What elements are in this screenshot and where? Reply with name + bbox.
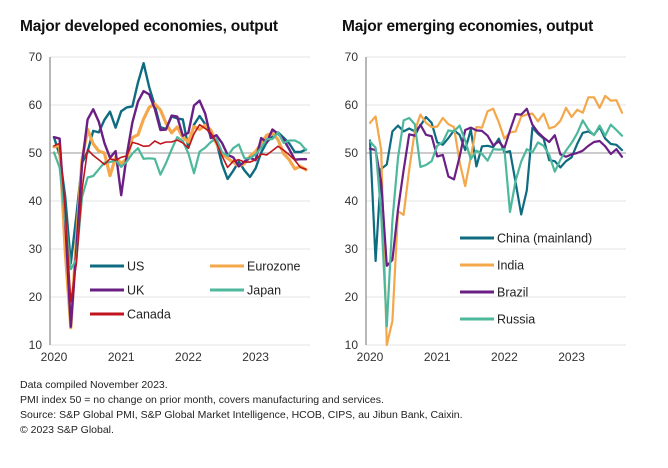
x-tick-label: 2021 (108, 350, 135, 364)
y-tick-label: 40 (29, 194, 43, 208)
y-tick-label: 30 (345, 242, 359, 256)
series-line-japan (52, 131, 308, 271)
footer-copyright: © 2023 S&P Global. (20, 424, 114, 436)
y-tick-label: 10 (345, 338, 359, 352)
legend: China (mainland) India Brazil Russia (460, 232, 592, 327)
legend-label: India (497, 259, 524, 273)
legend-label: Russia (497, 313, 535, 327)
x-tick-label: 2022 (175, 350, 202, 364)
legend-label: UK (127, 284, 145, 298)
x-tick-label: 2023 (242, 350, 269, 364)
y-tick-label: 10 (29, 338, 43, 352)
chart-title-emerging: Major emerging economies, output (342, 18, 594, 35)
series-line-canada (53, 123, 307, 303)
y-tick-label: 40 (345, 194, 359, 208)
series-line-india (368, 94, 624, 347)
y-tick-label: 70 (29, 50, 43, 64)
y-tick-label: 50 (29, 146, 43, 160)
series-line-us (52, 62, 308, 265)
legend-label: China (mainland) (497, 232, 592, 246)
chart-title-developed: Major developed economies, output (20, 18, 278, 35)
emerging-economies-chart: 10 20 30 40 50 60 70 2020 2021 2022 2023 China (mai… (345, 50, 626, 364)
legend-label: Canada (127, 308, 171, 322)
y-tick-label: 50 (345, 146, 359, 160)
y-tick-label: 60 (345, 98, 359, 112)
series-line-russia (368, 116, 624, 328)
y-tick-label: 70 (345, 50, 359, 64)
footer-source: Source: S&P Global PMI, S&P Global Marke… (20, 409, 463, 421)
developed-economies-chart: 10 20 30 40 50 60 70 2020 2021 2022 2023 US Eurozone… (29, 50, 310, 364)
x-tick-label: 2020 (357, 350, 384, 364)
y-tick-label: 30 (29, 242, 43, 256)
series-line-brazil (368, 107, 624, 267)
chart-footer: Data compiled November 2023. PMI index 5… (20, 378, 463, 438)
y-tick-label: 20 (345, 290, 359, 304)
x-tick-label: 2020 (41, 350, 68, 364)
legend-label: Japan (247, 284, 281, 298)
footer-data-compiled: Data compiled November 2023. (20, 379, 168, 391)
x-tick-label: 2023 (558, 350, 585, 364)
x-tick-label: 2022 (491, 350, 518, 364)
legend-label: Eurozone (247, 260, 301, 274)
x-tick-label: 2021 (424, 350, 451, 364)
series-line-uk (52, 89, 308, 328)
legend-label: US (127, 260, 144, 274)
y-tick-label: 60 (29, 98, 43, 112)
legend: US Eurozone UK Japan Canada (90, 260, 301, 322)
legend-label: Brazil (497, 286, 528, 300)
footer-pmi-note: PMI index 50 = no change on prior month,… (20, 394, 384, 406)
y-tick-label: 20 (29, 290, 43, 304)
